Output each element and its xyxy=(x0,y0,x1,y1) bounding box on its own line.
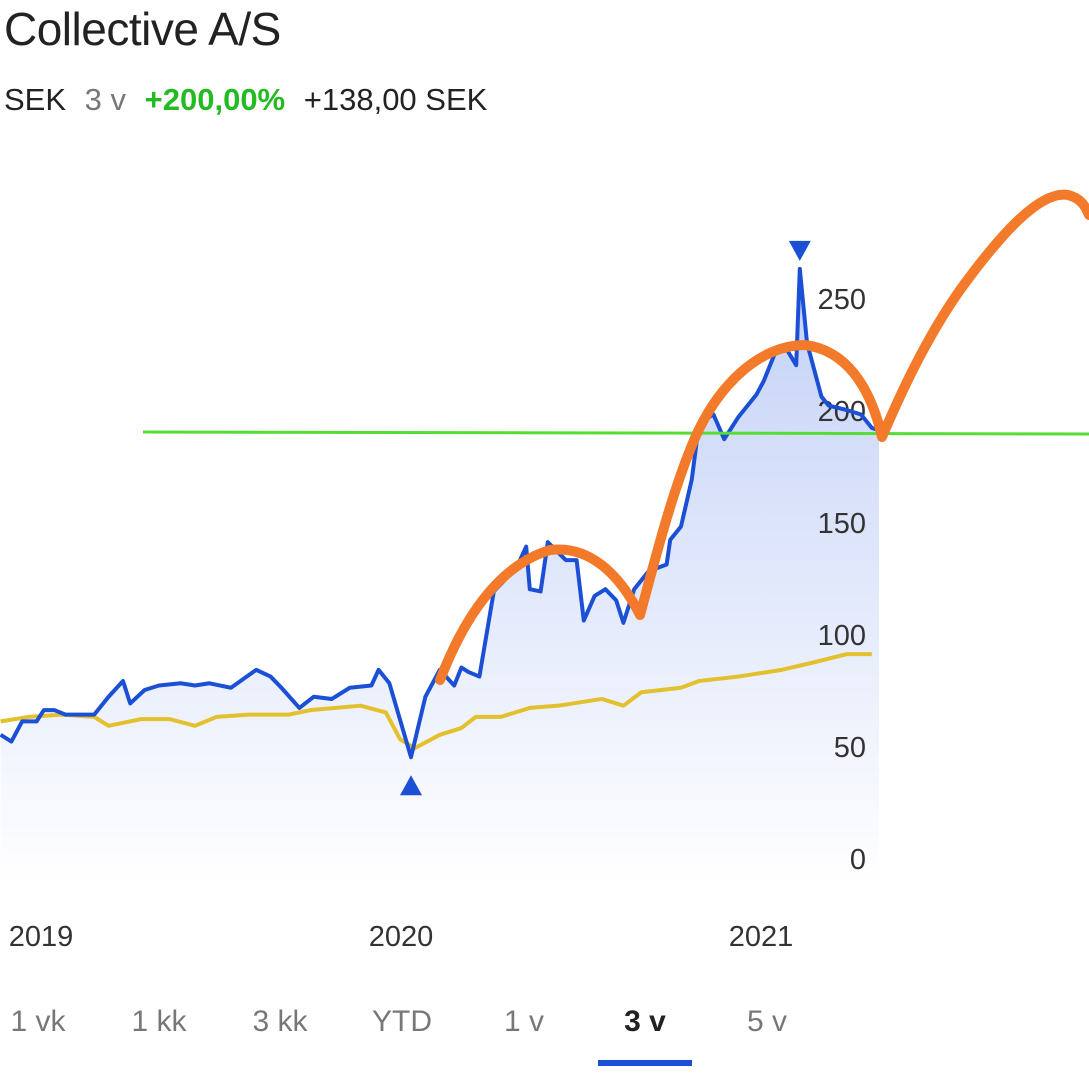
change-percent: +200,00% xyxy=(144,82,286,117)
y-tick-label: 100 xyxy=(818,620,866,652)
x-tick-label: 2019 xyxy=(9,921,74,953)
tab-1-year[interactable]: 1 v xyxy=(503,1005,545,1038)
currency-label: SEK xyxy=(4,82,67,117)
x-tick-label: 2021 xyxy=(729,921,794,953)
y-tick-label: 0 xyxy=(850,844,866,876)
period-label: 3 v xyxy=(84,82,127,117)
period-tabs: 1 vk 1 kk 3 kk YTD 1 v 3 v 5 v xyxy=(0,1005,1089,1075)
tab-1-month[interactable]: 1 kk xyxy=(131,1005,187,1038)
tab-5-years[interactable]: 5 v xyxy=(746,1005,788,1038)
x-tick-label: 2020 xyxy=(369,921,434,953)
active-tab-indicator xyxy=(598,1060,692,1066)
tab-1-week[interactable]: 1 vk xyxy=(10,1005,66,1038)
tab-ytd[interactable]: YTD xyxy=(372,1005,432,1038)
high-marker-icon xyxy=(788,240,811,261)
tab-3-months[interactable]: 3 kk xyxy=(252,1005,308,1038)
benchmark-line xyxy=(0,652,872,751)
price-summary: SEK 3 v +200,00% +138,00 SEK xyxy=(4,82,497,118)
annotation-curve xyxy=(435,189,1089,685)
annotation-level-line xyxy=(142,430,1089,436)
y-tick-label: 150 xyxy=(818,508,866,540)
low-marker-icon xyxy=(400,775,422,796)
y-tick-label: 250 xyxy=(818,284,866,316)
change-absolute: +138,00 SEK xyxy=(303,82,488,117)
y-tick-label: 50 xyxy=(834,732,866,764)
tab-3-years[interactable]: 3 v xyxy=(624,1005,666,1038)
price-area-fill xyxy=(0,268,880,885)
page-title: Collective A/S xyxy=(4,3,281,55)
